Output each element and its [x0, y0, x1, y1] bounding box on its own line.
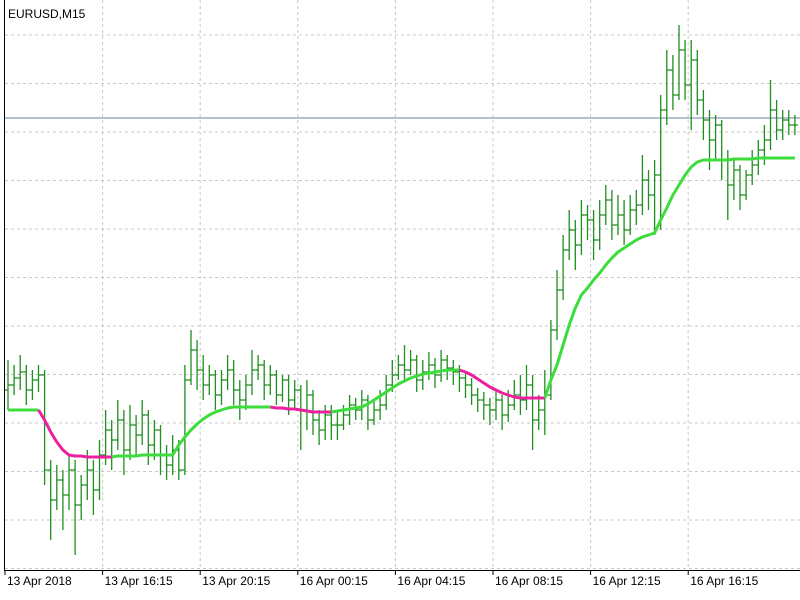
x-tick-label: 16 Apr 00:15	[300, 574, 368, 588]
x-tick-label: 16 Apr 08:15	[495, 574, 563, 588]
moving-average	[111, 405, 271, 459]
moving-average	[37, 409, 112, 459]
moving-average	[543, 156, 795, 399]
x-tick-label: 13 Apr 20:15	[202, 574, 270, 588]
moving-average	[458, 368, 545, 400]
moving-average	[270, 405, 332, 414]
x-tick-label: 13 Apr 16:15	[105, 574, 173, 588]
x-tick-label: 16 Apr 12:15	[593, 574, 661, 588]
grid	[5, 0, 800, 570]
plot-frame	[4, 0, 800, 571]
moving-average	[331, 368, 460, 414]
x-tick-label: 16 Apr 04:15	[397, 574, 465, 588]
x-tick-label: 13 Apr 2018	[7, 574, 72, 588]
x-tick-label: 16 Apr 16:15	[690, 574, 758, 588]
chart-title: EURUSD,M15	[8, 7, 86, 21]
